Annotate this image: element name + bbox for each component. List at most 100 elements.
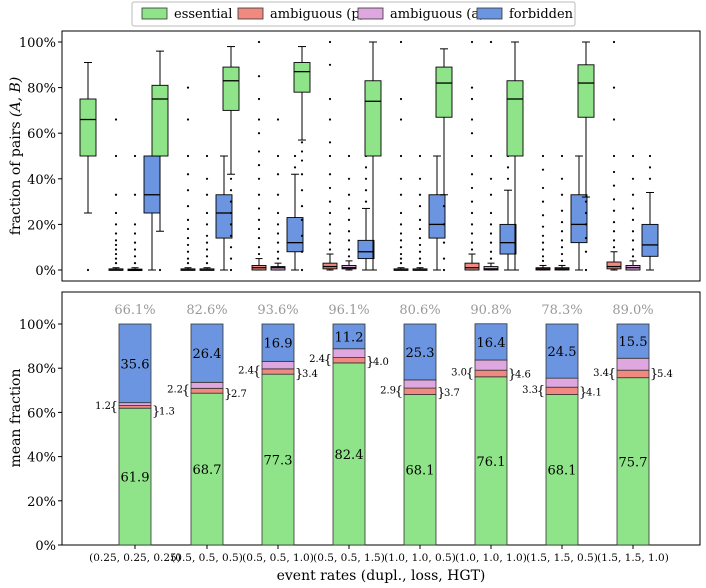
outlier-ambiguous-p [612,239,616,242]
outlier-forbidden [293,166,297,169]
top-y-tick-label: 40% [27,173,56,188]
outlier-ambiguous-p [328,63,332,66]
outlier-ambiguous-p [541,214,545,217]
brace-right: } [650,367,658,382]
outlier-essential [300,234,304,237]
bar-top-annotation: 82.6% [186,303,227,318]
outlier-ambiguous-a [205,223,209,226]
outlier-ambiguous-a [347,207,351,210]
bar-segment-ambiguous-a [261,360,295,370]
outlier-ambiguous-a [276,232,280,235]
bottom-y-tick-label: 60% [27,406,56,421]
outlier-forbidden [293,154,297,158]
outlier-ambiguous-a [489,193,493,196]
bar-label-ambiguous-a: 1.3 [159,406,175,417]
bar-label-essential: 61.9 [121,471,150,486]
bar-segment-ambiguous-p [474,369,508,378]
outlier-ambiguous-p [470,223,474,226]
outlier-ambiguous-p [186,173,190,176]
outlier-ambiguous-p [399,177,403,180]
bar-segment-ambiguous-a [616,357,650,371]
bar-label-forbidden: 25.3 [406,346,435,361]
box-forbidden [499,223,517,255]
bar-label-forbidden: 35.6 [121,357,150,372]
outlier-ambiguous-p [186,205,190,208]
outlier-ambiguous-p [399,239,403,242]
bar-group-0-25-0-25-0-25: 61.9 35.6 1.2{}1.3 66.1% [95,303,175,546]
bar-segment-forbidden [474,323,508,361]
bar-group-0-5-0-5-0-5: 68.7 26.4 2.2{}2.7 82.6% [167,303,247,546]
outlier-ambiguous-a [347,248,351,251]
outlier-essential [584,223,588,226]
brace-left: { [182,384,190,399]
bar-label-forbidden: 16.9 [264,337,293,352]
outlier-ambiguous-p [328,40,332,44]
box-group-1-0-1-0-1-0 [435,40,517,272]
bar-segment-essential [403,394,437,546]
top-y-tick-label: 20% [27,218,56,233]
outlier-ambiguous-a [631,248,635,251]
outlier-forbidden [364,177,368,180]
outlier-ambiguous-p [612,246,616,249]
outlier-ambiguous-p [328,248,332,251]
outlier-essential [442,241,446,244]
outlier-ambiguous-a [347,177,351,180]
outlier-ambiguous-a [133,154,137,158]
outlier-forbidden [506,166,510,169]
outlier-ambiguous-p [114,232,118,235]
outlier-ambiguous-p [328,141,332,144]
outlier-ambiguous-a [489,154,493,158]
outlier-ambiguous-p [257,236,261,240]
legend-label-forbidden: forbidden [509,7,574,22]
outlier-ambiguous-a [133,223,137,226]
outlier-ambiguous-a [276,193,280,196]
outlier-ambiguous-p [470,200,474,203]
outlier-essential [300,150,304,153]
outlier-ambiguous-p [541,186,545,190]
bar-top-annotation: 80.6% [399,303,440,318]
outlier-ambiguous-a [418,205,422,208]
outlier-ambiguous-p [328,97,332,101]
box-group-1-0-1-0-0-5 [364,40,446,271]
bar-label-ambiguous-a: 4.0 [373,357,389,368]
bar-segment-essential [118,407,152,546]
bar-top-annotation: 78.3% [541,303,582,318]
outlier-essential [229,234,233,237]
top-y-tick-label: 80% [27,82,56,97]
stacked-bar-area: 61.935.61.2{}1.366.1%68.726.42.2{}2.782.… [95,303,673,546]
outlier-ambiguous-p [186,218,190,221]
bar-segment-forbidden [261,323,295,362]
bar-group-0-5-0-5-1-5: 82.4 11.2 2.4{}4.0 96.1% [309,303,389,546]
bar-top-annotation: 89.0% [612,303,653,318]
outlier-essential [300,218,304,221]
bar-label-forbidden: 24.5 [548,345,577,360]
x-tick-label: (0.5, 0.5, 1.5) [313,552,385,564]
top-y-tick-label: 0% [35,264,56,279]
outlier-forbidden [648,177,652,180]
x-axis: (0.25, 0.25, 0.25)(0.5, 0.5, 0.5) (0.5, 0… [89,545,669,564]
x-tick-label: (0.5, 0.5, 1.0) [242,552,314,564]
outlier-ambiguous-p [257,193,261,196]
outlier-ambiguous-a [133,232,137,235]
box-essential [506,80,524,157]
outlier-ambiguous-a [560,230,564,233]
outlier-ambiguous-p [257,246,261,249]
box-forbidden [286,217,304,253]
bar-segment-essential [332,362,366,546]
outlier-ambiguous-a [347,218,351,221]
outlier-essential [300,141,304,144]
outlier-essential [442,205,446,208]
legend-swatch-ambiguous-p [237,7,264,20]
box-forbidden [641,223,659,257]
outlier-ambiguous-a [489,40,493,44]
outlier-essential [584,211,588,215]
outlier-ambiguous-p [470,132,474,135]
bar-label-forbidden: 16.4 [477,336,506,351]
outlier-ambiguous-p [541,255,545,258]
legend-swatch-essential [141,7,168,20]
top-plot-frame [61,30,701,282]
outlier-ambiguous-p [399,154,403,158]
outlier-ambiguous-a [631,218,635,221]
box-essential [79,98,97,157]
bar-segment-ambiguous-p [332,357,366,364]
